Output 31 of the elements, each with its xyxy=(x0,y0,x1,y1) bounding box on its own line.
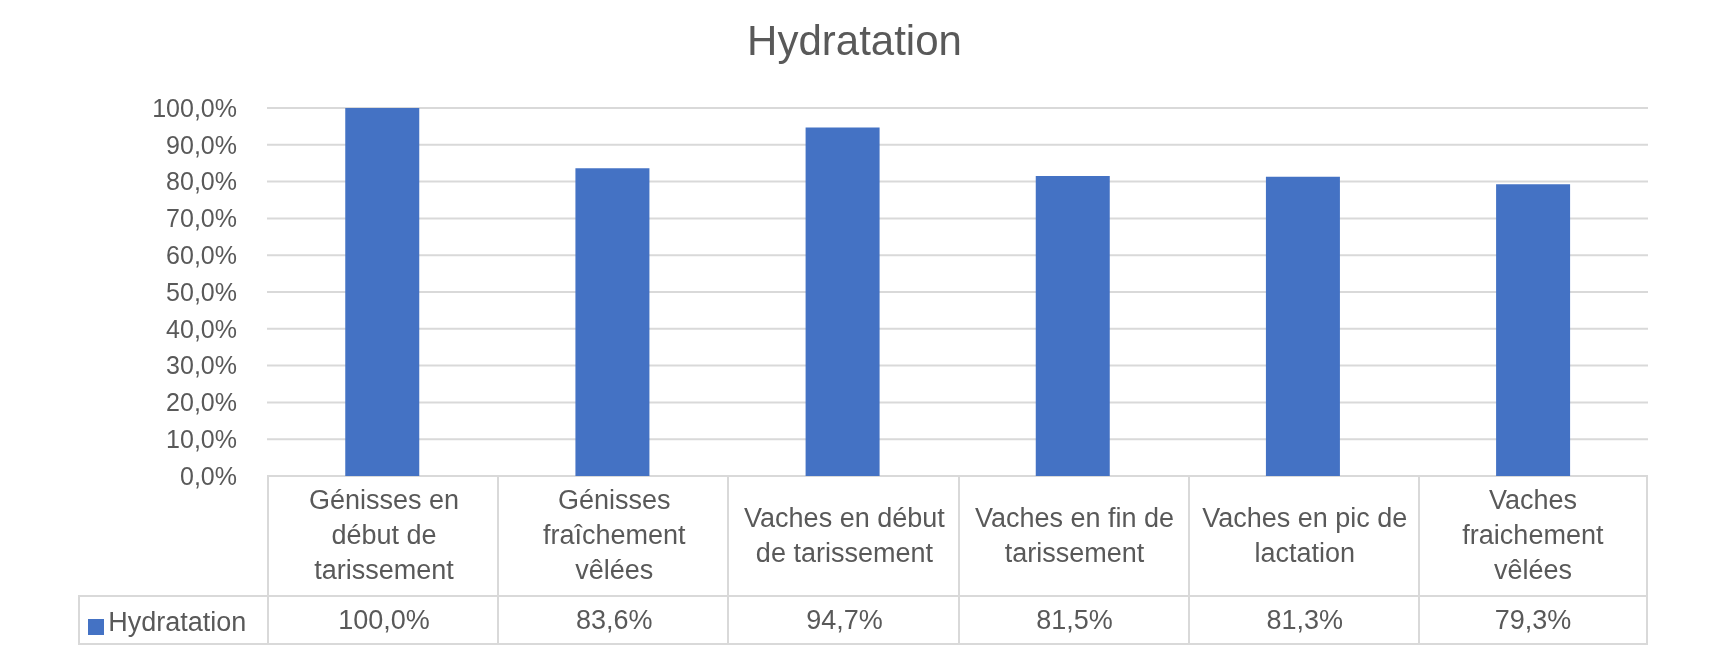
data-label: 79,3% xyxy=(1494,603,1572,637)
x-tick-label: Génisses fraîchement vêlées xyxy=(541,484,687,587)
y-tick-label: 50,0% xyxy=(166,277,237,306)
y-tick-label: 10,0% xyxy=(166,425,237,454)
x-tick-label: Vaches en fin de tarissement xyxy=(974,501,1176,570)
x-tick-label: Vaches fraichement vêlées xyxy=(1461,484,1605,587)
chart-title: Hydratation xyxy=(747,16,962,64)
y-tick-label: 90,0% xyxy=(166,130,237,159)
bar xyxy=(345,108,420,476)
bar xyxy=(1265,176,1340,476)
data-label: 94,7% xyxy=(806,603,883,637)
y-tick-label: 60,0% xyxy=(166,241,237,270)
y-tick-label: 30,0% xyxy=(166,351,237,380)
y-tick-label: 80,0% xyxy=(166,167,237,196)
data-label: 83,6% xyxy=(575,603,653,637)
x-tick-label: Vaches en pic de lactation xyxy=(1201,501,1409,570)
data-label: 81,3% xyxy=(1266,603,1344,637)
y-tick-label: 70,0% xyxy=(166,204,237,233)
bar xyxy=(575,168,650,476)
data-label: 81,5% xyxy=(1036,603,1113,637)
bar xyxy=(1035,176,1110,476)
bar xyxy=(1496,184,1571,476)
x-tick-label: Génisses en début de tarissement xyxy=(308,484,461,587)
legend-label: Hydratation xyxy=(108,607,247,637)
data-label: 100,0% xyxy=(338,603,430,637)
y-tick-label: 0,0% xyxy=(180,461,237,490)
bar xyxy=(805,127,880,476)
y-tick-label: 100,0% xyxy=(152,93,237,122)
y-tick-label: 20,0% xyxy=(166,388,237,417)
x-tick-label: Vaches en début de tarissement xyxy=(743,501,946,570)
y-tick-label: 40,0% xyxy=(166,314,237,343)
